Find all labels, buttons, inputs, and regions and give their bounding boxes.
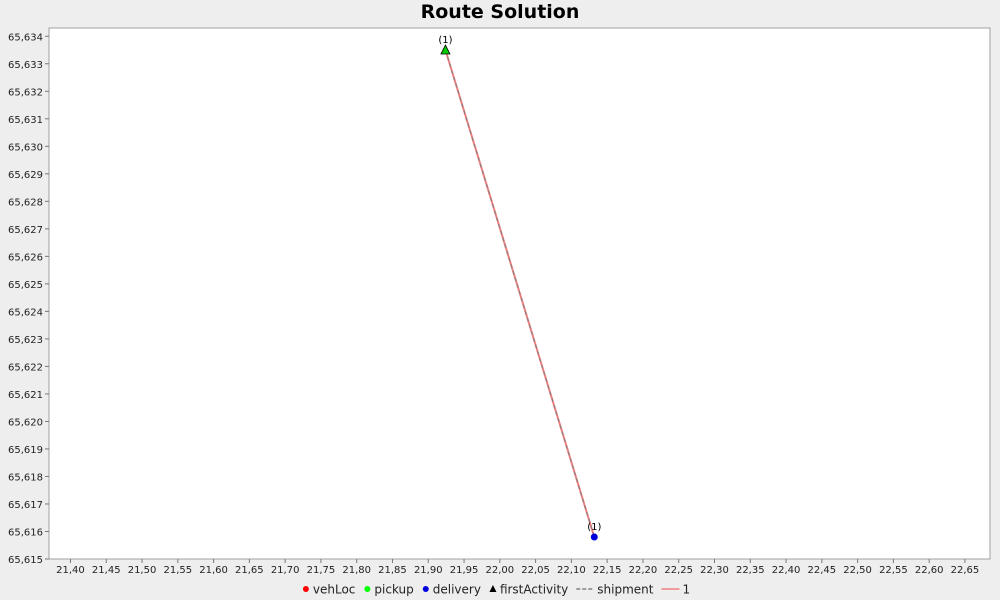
x-tick-label: 22,35 bbox=[736, 565, 765, 576]
y-tick-label: 65,627 bbox=[8, 225, 43, 236]
x-tick-label: 22,10 bbox=[557, 565, 586, 576]
x-tick-label: 21,45 bbox=[92, 565, 121, 576]
y-tick-label: 65,622 bbox=[8, 362, 43, 373]
legend-vehLoc-label: vehLoc bbox=[313, 583, 356, 597]
y-tick-label: 65,630 bbox=[8, 142, 43, 153]
y-axis: 65,615 65,616 65,617 65,618 65,619 65,620 65,6… bbox=[8, 32, 49, 566]
legend: vehLoc pickup delivery firstActivity shipmen… bbox=[302, 583, 690, 597]
shipment-line bbox=[444, 49, 595, 538]
x-tick-label: 21,85 bbox=[378, 565, 407, 576]
x-tick-label: 22,55 bbox=[879, 565, 908, 576]
x-tick-label: 21,75 bbox=[307, 565, 336, 576]
x-tick-label: 22,50 bbox=[843, 565, 872, 576]
legend-firstActivity-symbol bbox=[489, 585, 497, 592]
y-tick-label: 65,634 bbox=[8, 32, 43, 43]
y-tick-label: 65,616 bbox=[8, 527, 43, 538]
x-axis: 21,40 21,45 21,50 21,55 21,60 21,65 21,70 21,75… bbox=[56, 559, 979, 576]
y-tick-label: 65,629 bbox=[8, 170, 43, 181]
x-tick-label: 22,65 bbox=[951, 565, 980, 576]
x-tick-label: 21,50 bbox=[128, 565, 157, 576]
legend-pickup-symbol bbox=[364, 586, 371, 592]
x-tick-label: 22,00 bbox=[486, 565, 515, 576]
x-tick-label: 22,20 bbox=[629, 565, 658, 576]
y-tick-label: 65,633 bbox=[8, 60, 43, 71]
x-tick-label: 21,95 bbox=[450, 565, 479, 576]
y-tick-label: 65,618 bbox=[8, 472, 43, 483]
x-tick-label: 21,40 bbox=[56, 565, 85, 576]
x-tick-label: 22,30 bbox=[700, 565, 729, 576]
delivery-point-label: (1) bbox=[587, 522, 601, 533]
first-activity-point bbox=[440, 44, 451, 55]
legend-vehLoc-symbol bbox=[302, 586, 309, 592]
y-tick-label: 65,632 bbox=[8, 87, 43, 98]
first-activity-point-label: (1) bbox=[438, 35, 452, 46]
y-tick-label: 65,623 bbox=[8, 335, 43, 346]
delivery-point bbox=[590, 533, 598, 541]
y-tick-label: 65,631 bbox=[8, 115, 43, 126]
x-tick-label: 21,70 bbox=[271, 565, 300, 576]
x-tick-label: 21,55 bbox=[163, 565, 192, 576]
x-tick-label: 22,25 bbox=[664, 565, 693, 576]
y-tick-label: 65,617 bbox=[8, 500, 43, 511]
y-tick-label: 65,626 bbox=[8, 252, 43, 263]
y-tick-label: 65,619 bbox=[8, 445, 43, 456]
y-tick-label: 65,625 bbox=[8, 280, 43, 291]
y-tick-label: 65,620 bbox=[8, 417, 43, 428]
x-tick-label: 22,05 bbox=[521, 565, 550, 576]
x-tick-label: 22,15 bbox=[593, 565, 622, 576]
legend-delivery-symbol bbox=[422, 586, 429, 592]
y-tick-label: 65,624 bbox=[8, 307, 43, 318]
x-tick-label: 21,90 bbox=[414, 565, 443, 576]
x-tick-label: 22,45 bbox=[808, 565, 837, 576]
x-tick-label: 22,60 bbox=[915, 565, 944, 576]
y-tick-label: 65,628 bbox=[8, 197, 43, 208]
x-tick-label: 21,65 bbox=[235, 565, 264, 576]
series-layer: (1) (1) bbox=[438, 35, 601, 541]
x-tick-label: 22,40 bbox=[772, 565, 801, 576]
y-tick-label: 65,621 bbox=[8, 390, 43, 401]
legend-pickup-label: pickup bbox=[374, 583, 413, 597]
legend-firstActivity-label: firstActivity bbox=[500, 583, 568, 597]
legend-1-label: 1 bbox=[682, 583, 690, 597]
y-tick-label: 65,615 bbox=[8, 555, 43, 566]
chart-title: Route Solution bbox=[421, 1, 580, 23]
x-tick-label: 21,80 bbox=[342, 565, 371, 576]
legend-shipment-label: shipment bbox=[597, 583, 653, 597]
x-tick-label: 21,60 bbox=[199, 565, 228, 576]
legend-delivery-label: delivery bbox=[433, 583, 481, 597]
